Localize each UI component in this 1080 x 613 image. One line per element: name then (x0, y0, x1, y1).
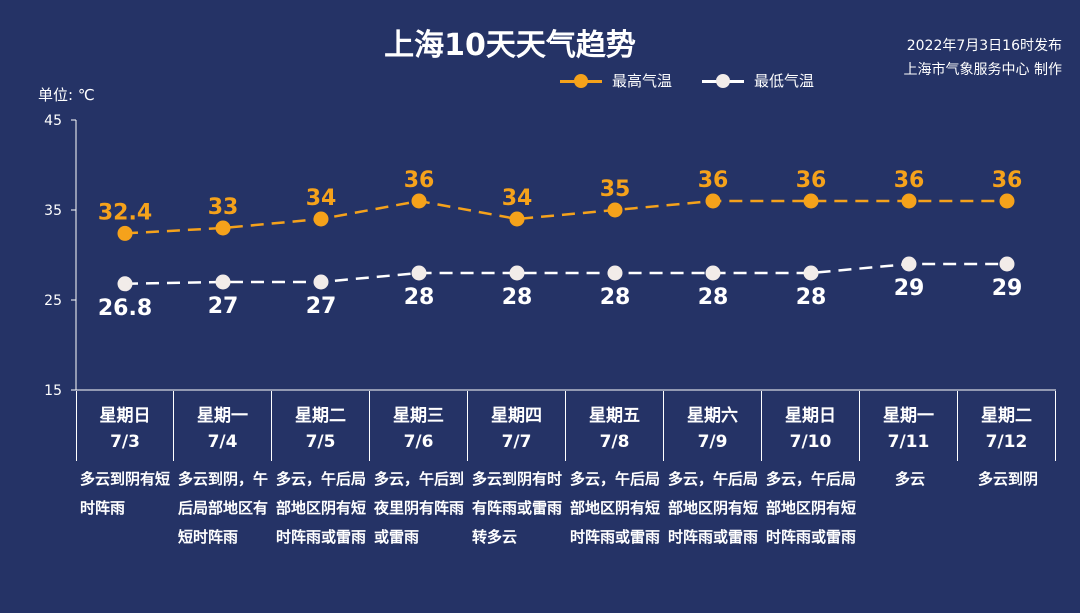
y-tick-label: 35 (44, 203, 62, 219)
low-temp-point (510, 266, 525, 281)
weekday-label: 星期四 (468, 401, 565, 426)
high-temp-label: 35 (600, 177, 631, 202)
weather-description: 多云到阴有时有阵雨或雷雨转多云 (468, 461, 566, 552)
date-label: 7/4 (174, 432, 271, 452)
high-temp-label: 36 (894, 168, 925, 193)
weekday-label: 星期日 (77, 401, 173, 426)
low-temp-label: 28 (404, 285, 435, 310)
day-header: 星期二 7/12 (958, 391, 1056, 461)
weather-description: 多云，午后局部地区阴有短时阵雨或雷雨 (272, 461, 370, 552)
date-label: 7/6 (370, 432, 467, 452)
y-tick-label: 15 (44, 383, 62, 399)
high-temp-label: 36 (698, 168, 729, 193)
weather-description: 多云，午后局部地区阴有短时阵雨或雷雨 (762, 461, 860, 552)
day-column: 星期二 7/5 多云，午后局部地区阴有短时阵雨或雷雨 (272, 391, 370, 552)
low-temp-label: 29 (894, 276, 925, 301)
day-header: 星期二 7/5 (272, 391, 370, 461)
low-temp-point (412, 266, 427, 281)
high-temp-point (1000, 194, 1015, 209)
low-temp-line (125, 264, 1007, 284)
date-label: 7/8 (566, 432, 663, 452)
high-temp-point (608, 203, 623, 218)
weather-description: 多云到阴有短时阵雨 (76, 461, 174, 523)
day-header: 星期三 7/6 (370, 391, 468, 461)
low-temp-point (902, 257, 917, 272)
high-temp-point (412, 194, 427, 209)
high-temp-label: 36 (404, 168, 435, 193)
high-temp-label: 34 (502, 186, 533, 211)
weekday-label: 星期一 (860, 401, 957, 426)
high-temp-point (706, 194, 721, 209)
low-temp-label: 27 (306, 294, 337, 319)
day-column: 星期五 7/8 多云，午后局部地区阴有短时阵雨或雷雨 (566, 391, 664, 552)
high-temp-label: 36 (992, 168, 1023, 193)
high-temp-label: 32.4 (98, 200, 152, 225)
low-temp-point (118, 276, 133, 291)
low-temp-point (706, 266, 721, 281)
weekday-label: 星期二 (958, 401, 1055, 426)
day-header: 星期一 7/11 (860, 391, 958, 461)
low-temp-label: 29 (992, 276, 1023, 301)
day-header: 星期六 7/9 (664, 391, 762, 461)
date-label: 7/9 (664, 432, 761, 452)
low-temp-label: 27 (208, 294, 239, 319)
high-temp-label: 34 (306, 186, 337, 211)
low-temp-point (314, 275, 329, 290)
date-label: 7/3 (77, 432, 173, 452)
low-temp-point (1000, 257, 1015, 272)
date-label: 7/12 (958, 432, 1055, 452)
low-temp-label: 28 (796, 285, 827, 310)
day-header: 星期日 7/3 (76, 391, 174, 461)
high-temp-point (216, 221, 231, 236)
day-header: 星期四 7/7 (468, 391, 566, 461)
low-temp-label: 28 (698, 285, 729, 310)
low-temp-label: 28 (502, 285, 533, 310)
date-label: 7/10 (762, 432, 859, 452)
weather-description: 多云到阴 (958, 461, 1056, 494)
low-temp-label: 26.8 (98, 296, 152, 321)
weather-description: 多云 (860, 461, 958, 494)
weekday-label: 星期二 (272, 401, 369, 426)
date-label: 7/7 (468, 432, 565, 452)
low-temp-point (804, 266, 819, 281)
weather-description: 多云，午后到夜里阴有阵雨或雷雨 (370, 461, 468, 552)
low-temp-label: 28 (600, 285, 631, 310)
day-column: 星期日 7/3 多云到阴有短时阵雨 (76, 391, 174, 552)
day-column: 星期一 7/4 多云到阴，午后局部地区有短时阵雨 (174, 391, 272, 552)
weekday-label: 星期三 (370, 401, 467, 426)
day-columns: 星期日 7/3 多云到阴有短时阵雨 星期一 7/4 多云到阴，午后局部地区有短时阵雨 星期二… (76, 391, 1056, 552)
low-temp-point (216, 275, 231, 290)
day-header: 星期五 7/8 (566, 391, 664, 461)
high-temp-point (118, 226, 133, 241)
day-column: 星期四 7/7 多云到阴有时有阵雨或雷雨转多云 (468, 391, 566, 552)
weekday-label: 星期日 (762, 401, 859, 426)
high-temp-point (314, 212, 329, 227)
high-temp-line (125, 201, 1007, 233)
y-tick-label: 25 (44, 293, 62, 309)
weather-description: 多云到阴，午后局部地区有短时阵雨 (174, 461, 272, 552)
weekday-label: 星期一 (174, 401, 271, 426)
day-column: 星期二 7/12 多云到阴 (958, 391, 1056, 552)
date-label: 7/5 (272, 432, 369, 452)
high-temp-point (902, 194, 917, 209)
day-column: 星期一 7/11 多云 (860, 391, 958, 552)
day-column: 星期三 7/6 多云，午后到夜里阴有阵雨或雷雨 (370, 391, 468, 552)
day-column: 星期六 7/9 多云，午后局部地区阴有短时阵雨或雷雨 (664, 391, 762, 552)
weekday-label: 星期六 (664, 401, 761, 426)
date-label: 7/11 (860, 432, 957, 452)
weather-description: 多云，午后局部地区阴有短时阵雨或雷雨 (566, 461, 664, 552)
high-temp-label: 33 (208, 195, 239, 220)
high-temp-label: 36 (796, 168, 827, 193)
day-header: 星期日 7/10 (762, 391, 860, 461)
high-temp-point (804, 194, 819, 209)
low-temp-point (608, 266, 623, 281)
weather-description: 多云，午后局部地区阴有短时阵雨或雷雨 (664, 461, 762, 552)
day-header: 星期一 7/4 (174, 391, 272, 461)
high-temp-point (510, 212, 525, 227)
y-tick-label: 45 (44, 113, 62, 129)
day-column: 星期日 7/10 多云，午后局部地区阴有短时阵雨或雷雨 (762, 391, 860, 552)
weekday-label: 星期五 (566, 401, 663, 426)
